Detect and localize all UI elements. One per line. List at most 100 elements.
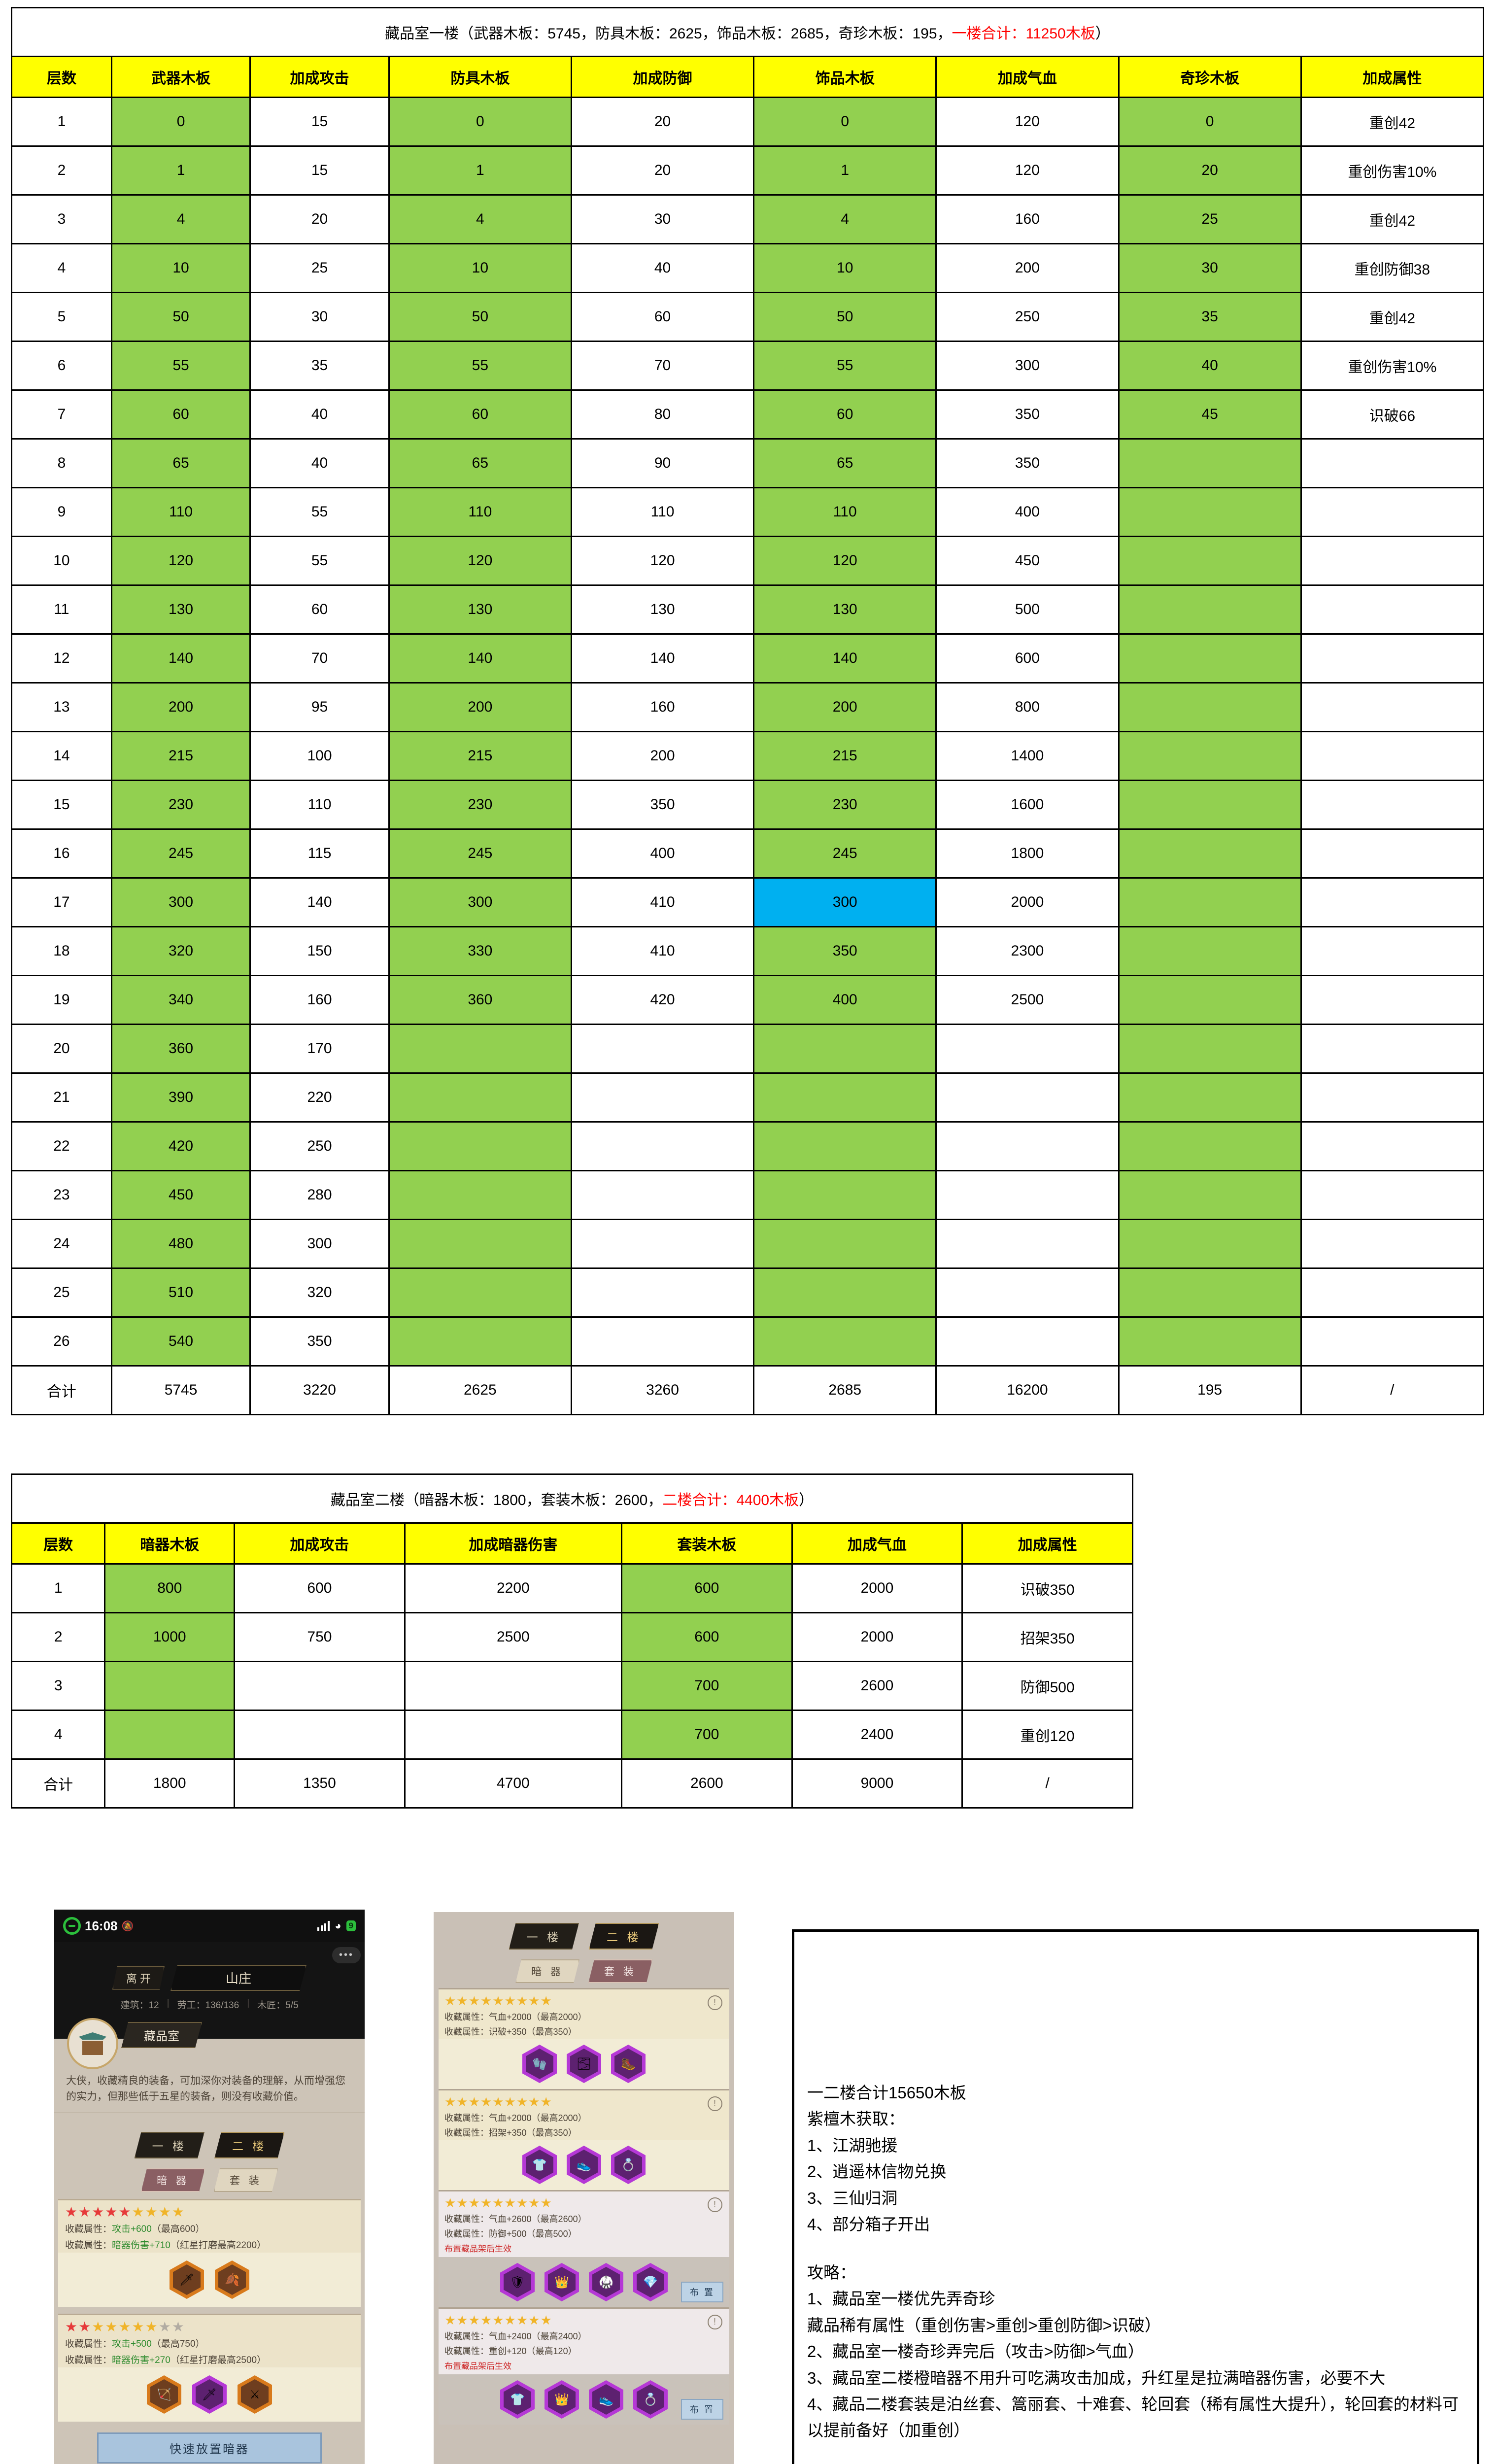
table-row: 13 200 95 200 160 200 800 xyxy=(11,682,1485,732)
notes-line: 3、三仙归洞 xyxy=(807,2189,898,2207)
column-header: 加成气血 xyxy=(935,56,1120,98)
info-icon[interactable]: ! xyxy=(708,1995,722,2010)
item-slot[interactable]: 👑 xyxy=(545,2263,579,2301)
tab-hidden-weapon[interactable]: 暗 器 xyxy=(141,2168,205,2192)
table-cell: 700 xyxy=(621,1661,793,1711)
table-cell: 9 xyxy=(11,487,112,537)
item-slot[interactable]: 🌫 xyxy=(567,2045,601,2083)
leave-button[interactable]: 离 开 xyxy=(112,1966,165,1990)
item-slot[interactable]: 🧤 xyxy=(522,2045,557,2083)
tab-floor-2[interactable]: 二 楼 xyxy=(214,2132,284,2158)
item-slot[interactable]: 👟 xyxy=(567,2146,601,2184)
attr-value: 攻击+500 xyxy=(112,2339,152,2349)
table-cell: 120 xyxy=(110,536,251,586)
table-cell: 3 xyxy=(11,194,112,244)
table-cell: 15 xyxy=(249,145,390,196)
suit-attr-line-2: 收藏属性：识破+350（最高350） xyxy=(444,2027,577,2037)
table-cell: 200 xyxy=(570,731,755,781)
item-slot[interactable]: ⚔ xyxy=(238,2375,272,2414)
table-cell: 140 xyxy=(753,633,937,684)
item-slot[interactable]: 💍 xyxy=(633,2380,668,2419)
tab-floor-2[interactable]: 二 楼 xyxy=(589,1923,659,1950)
manor-title: 山庄 xyxy=(170,1965,306,1991)
wechat-back-icon[interactable] xyxy=(63,1917,81,1935)
table-cell: 360 xyxy=(110,1024,251,1074)
table-cell xyxy=(1300,584,1485,635)
table-cell: 65 xyxy=(388,438,572,488)
attr-label: 收藏属性： xyxy=(65,2240,112,2251)
info-icon[interactable]: ! xyxy=(708,2096,722,2111)
column-header: 饰品木板 xyxy=(753,56,937,98)
tab-floor-1[interactable]: 一 楼 xyxy=(135,2132,204,2158)
item-slot[interactable]: 🥋 xyxy=(589,2263,623,2301)
place-button[interactable]: 布 置 xyxy=(681,2282,723,2302)
item-slot[interactable]: 🍂 xyxy=(215,2260,249,2299)
table-cell: 215 xyxy=(110,731,251,781)
table-cell xyxy=(1300,1121,1485,1171)
table-cell: 40 xyxy=(570,243,755,293)
table-row: 8 65 40 65 90 65 350 xyxy=(11,438,1485,488)
item-slot[interactable]: 🥾 xyxy=(611,2045,646,2083)
table-cell: 识破66 xyxy=(1300,389,1485,440)
table-cell xyxy=(570,1267,755,1318)
table-cell: 10 xyxy=(11,536,112,586)
table-cell xyxy=(1118,975,1302,1025)
item-slot[interactable]: 👑 xyxy=(545,2380,579,2419)
item-slot[interactable]: 🛡 xyxy=(500,2263,535,2301)
table-cell: 750 xyxy=(234,1612,406,1662)
item-slot[interactable]: 👟 xyxy=(589,2380,623,2419)
tab-suit[interactable]: 套 装 xyxy=(588,1959,652,1983)
suit-card: ★★★★★★★★★ ! 收藏属性：气血+2400（最高2400） 收藏属性：重创… xyxy=(439,2307,729,2425)
table-cell: 800 xyxy=(935,682,1120,732)
item-slot[interactable]: 👕 xyxy=(500,2380,535,2419)
table-cell: 600 xyxy=(234,1563,406,1613)
table-cell: 招架350 xyxy=(961,1612,1133,1662)
item-slot[interactable]: 👕 xyxy=(522,2146,557,2184)
floor1-table: 藏品室一楼（武器木板：5745，防具木板：2625，饰品木板：2685，奇珍木板… xyxy=(11,7,1485,1415)
table-cell: 300 xyxy=(388,877,572,927)
table-cell: 0 xyxy=(110,97,251,147)
place-button[interactable]: 布 置 xyxy=(681,2399,723,2420)
table-cell: 40 xyxy=(1118,341,1302,391)
table-cell: 0 xyxy=(1118,97,1302,147)
table-cell xyxy=(1300,487,1485,537)
table-cell: 320 xyxy=(249,1267,390,1318)
manor-stats: 建筑：12 | 劳工：136/136 | 木匠：5/5 xyxy=(54,1998,365,2011)
item-slot[interactable]: 🏹 xyxy=(147,2375,181,2414)
tab-floor-1[interactable]: 一 楼 xyxy=(509,1923,579,1950)
more-menu-icon[interactable]: ••• xyxy=(332,1947,361,1963)
table-cell: 70 xyxy=(570,341,755,391)
table-cell: 1600 xyxy=(935,780,1120,830)
star-rating: ★★★★★★★★★ ! xyxy=(439,2309,729,2329)
table-cell: 130 xyxy=(388,584,572,635)
table-cell: 130 xyxy=(753,584,937,635)
table-cell: 120 xyxy=(570,536,755,586)
quick-place-button[interactable]: 快速放置暗器 xyxy=(97,2432,322,2464)
table-row: 11 130 60 130 130 130 500 xyxy=(11,584,1485,635)
item-slot[interactable]: 🗡 xyxy=(170,2260,204,2299)
table-cell: 22 xyxy=(11,1121,112,1171)
column-header: 奇珍木板 xyxy=(1118,56,1302,98)
table-cell xyxy=(388,1219,572,1269)
item-slot[interactable]: 🗡 xyxy=(192,2375,227,2414)
item-slot[interactable]: 💎 xyxy=(633,2263,668,2301)
signal-icon xyxy=(317,1921,330,1931)
notes-line: 4、部分箱子开出 xyxy=(807,2215,930,2234)
table-cell: 450 xyxy=(110,1170,251,1220)
avatar xyxy=(67,2018,118,2069)
info-icon[interactable]: ! xyxy=(708,2315,722,2329)
tab-suit[interactable]: 套 装 xyxy=(214,2168,278,2192)
item-slot[interactable]: 💍 xyxy=(611,2146,646,2184)
table-cell: 20 xyxy=(249,194,390,244)
info-icon[interactable]: ! xyxy=(708,2197,722,2212)
table-cell: 26 xyxy=(11,1316,112,1367)
item-row: 🧤 🌫 🥾 xyxy=(439,2039,729,2089)
item-row: 👕 👟 💍 xyxy=(439,2140,729,2190)
collection-attr-line: 收藏属性：攻击+500（最高750） xyxy=(58,2335,361,2351)
table-cell: 6 xyxy=(11,341,112,391)
column-header: 加成气血 xyxy=(791,1522,963,1565)
mid-header: 一 楼 二 楼 暗 器 套 装 xyxy=(434,1912,734,1988)
table-cell: 140 xyxy=(110,633,251,684)
tab-hidden-weapon[interactable]: 暗 器 xyxy=(515,1959,579,1983)
table-cell xyxy=(1300,536,1485,586)
